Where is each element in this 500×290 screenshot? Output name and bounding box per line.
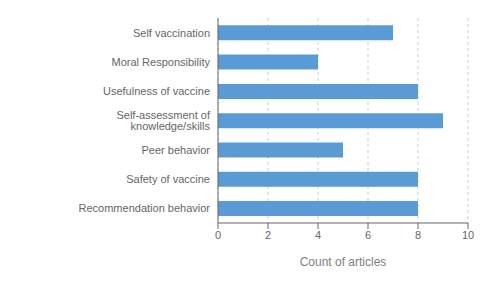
svg-text:Count of articles: Count of articles bbox=[300, 255, 387, 269]
svg-text:Usefulness of vaccine: Usefulness of vaccine bbox=[103, 85, 210, 97]
svg-text:Self vaccination: Self vaccination bbox=[133, 27, 210, 39]
svg-text:Safety of vaccine: Safety of vaccine bbox=[126, 173, 210, 185]
svg-text:Self-assessment ofknowledge/sk: Self-assessment ofknowledge/skills bbox=[116, 109, 210, 132]
svg-text:0: 0 bbox=[215, 229, 221, 241]
svg-text:4: 4 bbox=[315, 229, 321, 241]
svg-text:6: 6 bbox=[365, 229, 371, 241]
svg-text:8: 8 bbox=[415, 229, 421, 241]
svg-text:Recommendation behavior: Recommendation behavior bbox=[79, 202, 211, 214]
svg-text:2: 2 bbox=[265, 229, 271, 241]
svg-text:10: 10 bbox=[462, 229, 474, 241]
svg-text:Moral Responsibility: Moral Responsibility bbox=[112, 56, 211, 68]
svg-text:Peer behavior: Peer behavior bbox=[142, 144, 211, 156]
